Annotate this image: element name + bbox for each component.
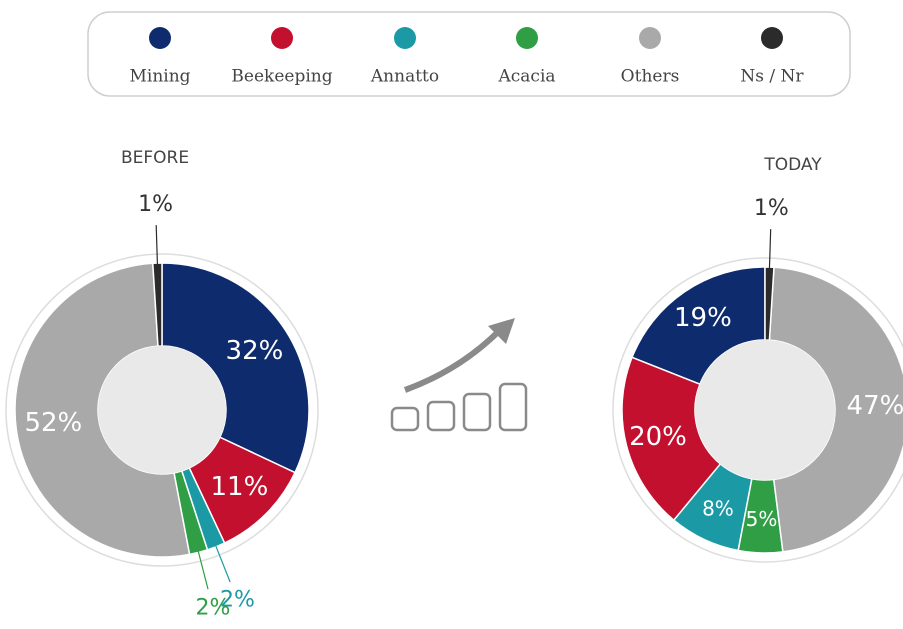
growth-icon (390, 318, 528, 432)
chart-title: TODAY (763, 155, 822, 175)
value-label: 5% (746, 507, 778, 531)
legend-swatch (639, 27, 661, 49)
legend-label: Beekeeping (231, 67, 332, 87)
legend-swatch (761, 27, 783, 49)
value-label: 1% (138, 192, 173, 217)
value-label: 19% (674, 303, 732, 333)
legend-label: Others (621, 67, 680, 87)
value-label: 52% (24, 408, 82, 438)
legend-swatch (149, 27, 171, 49)
leader-line (196, 548, 209, 590)
legend-label: Annatto (370, 67, 439, 87)
legend-label: Acacia (497, 67, 555, 87)
value-label: 1% (754, 196, 789, 221)
leader-line (768, 229, 772, 272)
leader-line (214, 542, 231, 583)
value-label: 47% (847, 391, 903, 421)
legend-label: Ns / Nr (740, 67, 804, 87)
legend-swatch (271, 27, 293, 49)
value-label: 32% (226, 336, 284, 366)
donut-hole (695, 340, 835, 480)
chart-title: BEFORE (121, 148, 189, 168)
value-label: 2% (220, 588, 255, 613)
value-label: 11% (211, 472, 269, 502)
legend-label: Mining (129, 67, 190, 87)
outer-ring (5, 253, 319, 567)
value-label: 20% (629, 422, 687, 452)
legend-swatch (394, 27, 416, 49)
legend-swatch (516, 27, 538, 49)
legend-box (87, 11, 851, 97)
leader-line (155, 225, 159, 268)
outer-ring (612, 257, 903, 563)
donut-hole (98, 346, 226, 474)
value-label: 8% (702, 496, 734, 520)
value-label: 2% (196, 596, 231, 621)
